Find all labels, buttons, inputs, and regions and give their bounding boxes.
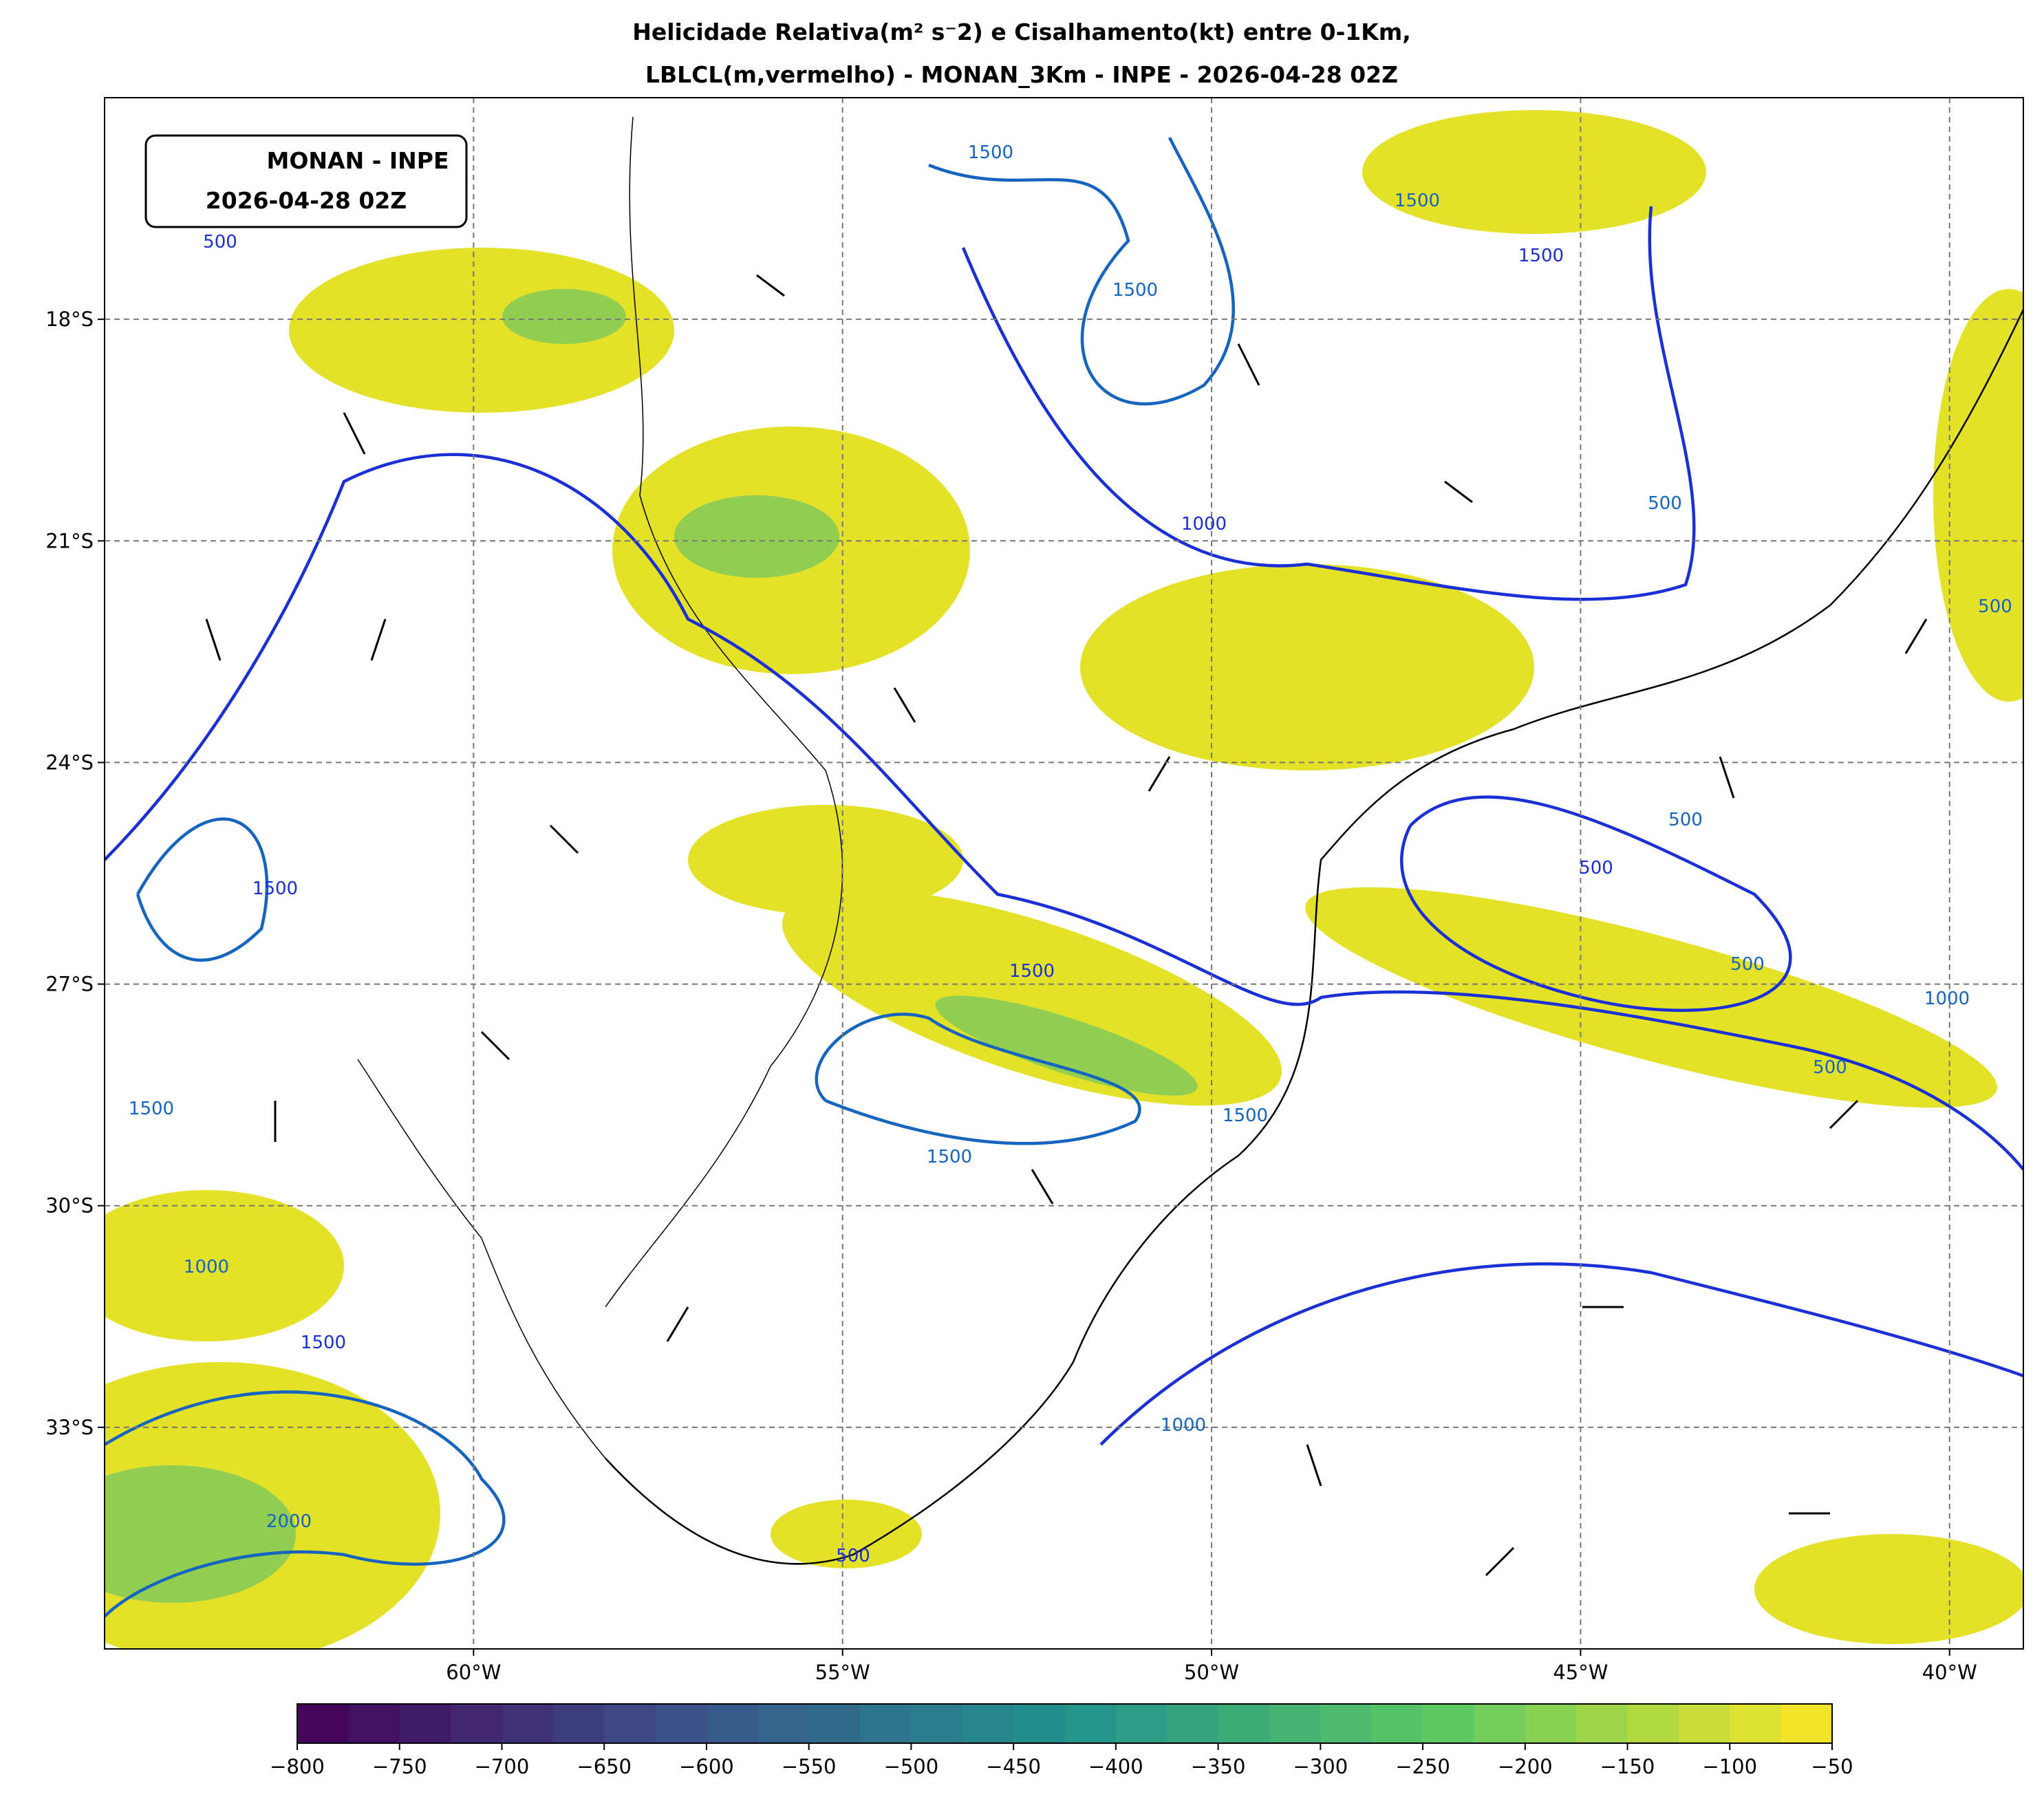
- coastline: [357, 116, 2023, 1565]
- contour-label: 2000: [266, 1511, 312, 1532]
- helicity-fill: [105, 110, 2023, 1649]
- x-tick-label: 40°W: [1922, 1661, 1977, 1684]
- colorbar-tick-label: −600: [679, 1755, 734, 1778]
- colorbar-tick-label: −150: [1600, 1755, 1655, 1778]
- contour-label: 500: [1730, 954, 1765, 975]
- contour-label: 1500: [129, 1099, 174, 1119]
- contour-label: 1000: [1924, 989, 1970, 1009]
- contour-label: 1500: [1223, 1105, 1268, 1126]
- colorbar-segment: [552, 1704, 605, 1743]
- badge-text: 2026-04-28 02Z: [206, 187, 407, 214]
- contour-label: 1500: [301, 1332, 346, 1353]
- colorbar-segment: [1781, 1704, 1833, 1743]
- contour-label: 1500: [968, 142, 1013, 163]
- colorbar-segment: [1320, 1704, 1373, 1743]
- badge-text: MONAN - INPE: [267, 147, 449, 174]
- colorbar-tick-label: −550: [782, 1755, 837, 1778]
- colorbar-segment: [1269, 1704, 1321, 1743]
- colorbar-segment: [297, 1704, 349, 1743]
- colorbar-segment: [348, 1704, 400, 1743]
- x-tick-label: 55°W: [815, 1661, 870, 1684]
- colorbar-tick-label: −700: [475, 1755, 530, 1778]
- y-tick-label: 24°S: [45, 751, 94, 774]
- x-tick-label: 60°W: [446, 1661, 501, 1684]
- colorbar-segment: [1064, 1704, 1117, 1743]
- colorbar-tick-label: −200: [1498, 1755, 1553, 1778]
- y-tick-label: 33°S: [45, 1416, 94, 1439]
- map-frame: [104, 97, 2024, 1650]
- colorbar-segment: [1678, 1704, 1730, 1743]
- colorbar-segment: [1627, 1704, 1679, 1743]
- y-tick-label: 21°S: [45, 529, 94, 552]
- colorbar-tick-label: −250: [1395, 1755, 1450, 1778]
- colorbar-tick-label: −400: [1088, 1755, 1143, 1778]
- contour-label: 1500: [1518, 246, 1564, 266]
- contour-label: 1500: [252, 878, 298, 899]
- colorbar-segment: [1576, 1704, 1628, 1743]
- contour-label: 500: [1813, 1057, 1847, 1078]
- colorbar-segment: [1013, 1704, 1065, 1743]
- colorbar-tick-label: −350: [1191, 1755, 1246, 1778]
- colorbar-segment: [1167, 1704, 1219, 1743]
- title-line: LBLCL(m,vermelho) - MONAN_3Km - INPE - 2…: [645, 61, 1398, 88]
- title-line: Helicidade Relativa(m² s⁻2) e Cisalhamen…: [632, 19, 1411, 45]
- colorbar-tick-label: −500: [884, 1755, 939, 1778]
- colorbar-segment: [502, 1704, 554, 1743]
- colorbar-segment: [604, 1704, 656, 1743]
- contour-label: 1500: [1112, 280, 1158, 301]
- colorbar-segment: [1474, 1704, 1526, 1743]
- colorbar-tick-label: −300: [1293, 1755, 1348, 1778]
- colorbar-tick-label: −100: [1702, 1755, 1757, 1778]
- colorbar-segment: [655, 1704, 707, 1743]
- colorbar-segment: [962, 1704, 1014, 1743]
- contour-label: 500: [203, 232, 237, 252]
- map-layer: 500 1500 1500 1500 1500 500 1000 500 500 500 500 10…: [105, 98, 2023, 1649]
- contour-label: 1000: [184, 1257, 229, 1277]
- colorbar-segment: [911, 1704, 963, 1743]
- y-tick-label: 27°S: [45, 973, 94, 996]
- colorbar-segment: [808, 1704, 861, 1743]
- wind-barbs: [205, 274, 1928, 1577]
- colorbar-tick-label: −450: [986, 1755, 1041, 1778]
- badge: MONAN - INPE 2026-04-28 02Z: [144, 134, 468, 228]
- contour-label: 500: [836, 1546, 870, 1566]
- colorbar-tick-label: −800: [270, 1755, 325, 1778]
- colorbar-segment: [1730, 1704, 1782, 1743]
- y-tick-label: 18°S: [45, 307, 94, 331]
- colorbar-segment: [757, 1704, 810, 1743]
- colorbar-segment: [860, 1704, 912, 1743]
- contour-label: 1000: [1181, 514, 1227, 535]
- colorbar-segment: [399, 1704, 451, 1743]
- contour-label: 1000: [1161, 1415, 1206, 1436]
- contour-label: 1500: [1395, 191, 1440, 211]
- contour-lines: [105, 136, 2023, 1618]
- contour-label: 1500: [1009, 961, 1055, 982]
- colorbar-tick-label: −750: [372, 1755, 427, 1778]
- colorbar-tick-label: −650: [577, 1755, 632, 1778]
- badge-box: [144, 134, 468, 228]
- x-tick-label: 45°W: [1553, 1661, 1608, 1684]
- y-tick-label: 30°S: [45, 1194, 94, 1218]
- colorbar-segment: [706, 1704, 758, 1743]
- colorbar-segment: [1371, 1704, 1423, 1743]
- colorbar-segment: [1115, 1704, 1168, 1743]
- colorbar-segment: [451, 1704, 502, 1743]
- helicity-fill-strong: [105, 289, 1198, 1603]
- x-tick-label: 50°W: [1184, 1661, 1239, 1684]
- colorbar-frame: [297, 1703, 1833, 1744]
- contour-label: 500: [1648, 493, 1682, 514]
- colorbar-segment: [1218, 1704, 1270, 1743]
- contour-label: 500: [1579, 858, 1613, 878]
- colorbar-segment: [1525, 1704, 1577, 1743]
- colorbar-tick-label: −50: [1811, 1755, 1853, 1778]
- colorbar-segment: [1423, 1704, 1474, 1743]
- contour-label: 1500: [927, 1147, 972, 1167]
- contour-label: 500: [1978, 596, 2012, 617]
- contour-label: 500: [1668, 810, 1703, 830]
